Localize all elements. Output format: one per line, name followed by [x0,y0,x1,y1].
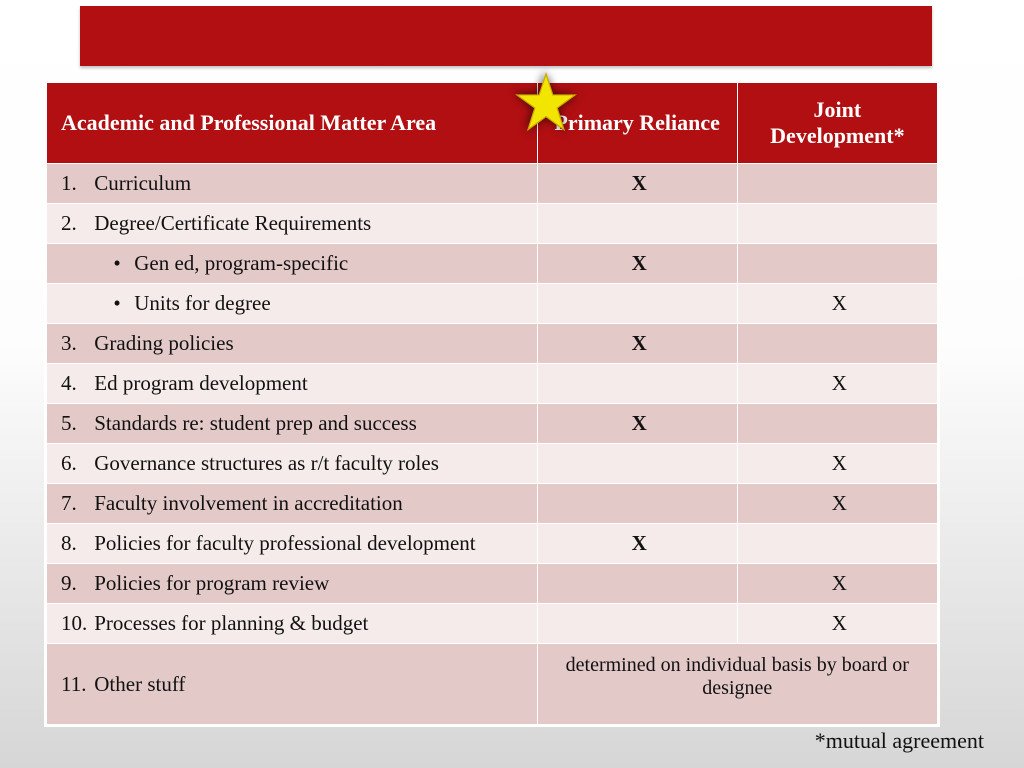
table-row: 8. Policies for faculty professional dev… [47,524,938,564]
cell-primary [537,564,737,604]
table-row: • Units for degree X [47,284,938,324]
cell-primary [537,444,737,484]
cell-area: 1. Curriculum [47,164,538,204]
cell-primary: X [537,324,737,364]
cell-area: • Gen ed, program-specific [47,244,538,284]
cell-area: 5. Standards re: student prep and succes… [47,404,538,444]
table-row: 6. Governance structures as r/t faculty … [47,444,938,484]
cell-joint: X [737,284,937,324]
cell-primary [537,204,737,244]
table-row: 1. CurriculumX [47,164,938,204]
cell-joint [737,164,937,204]
cell-joint: X [737,444,937,484]
cell-primary [537,604,737,644]
header-area: Academic and Professional Matter Area [47,83,538,164]
cell-area: 10. Processes for planning & budget [47,604,538,644]
cell-primary [537,364,737,404]
cell-primary: X [537,244,737,284]
cell-joint [737,204,937,244]
cell-area: • Units for degree [47,284,538,324]
cell-area: 7. Faculty involvement in accreditation [47,484,538,524]
cell-area: 9. Policies for program review [47,564,538,604]
table-row: 3. Grading policiesX [47,324,938,364]
cell-primary: X [537,164,737,204]
table-row: 7. Faculty involvement in accreditation X [47,484,938,524]
cell-joint: X [737,564,937,604]
title-bar [80,6,932,66]
cell-primary [537,284,737,324]
table-body: 1. CurriculumX2. Degree/Certificate Requ… [47,164,938,725]
cell-joint [737,524,937,564]
cell-area: 3. Grading policies [47,324,538,364]
table-row: 10. Processes for planning & budget X [47,604,938,644]
cell-area: 11. Other stuff [47,644,538,725]
cell-joint [737,324,937,364]
cell-joint [737,244,937,284]
cell-primary: X [537,404,737,444]
table-header-row: Academic and Professional Matter Area Pr… [47,83,938,164]
cell-joint: X [737,484,937,524]
table-row: 5. Standards re: student prep and succes… [47,404,938,444]
cell-area: 6. Governance structures as r/t faculty … [47,444,538,484]
cell-merged-note: determined on individual basis by board … [537,644,937,725]
header-primary: Primary Reliance [537,83,737,164]
cell-area: 2. Degree/Certificate Requirements [47,204,538,244]
table-row: 4. Ed program development X [47,364,938,404]
cell-joint [737,404,937,444]
cell-area: 8. Policies for faculty professional dev… [47,524,538,564]
cell-joint: X [737,604,937,644]
cell-primary: X [537,524,737,564]
table-row: • Gen ed, program-specificX [47,244,938,284]
cell-joint: X [737,364,937,404]
matters-table: Academic and Professional Matter Area Pr… [46,82,938,725]
cell-primary [537,484,737,524]
footnote: *mutual agreement [815,728,984,754]
matters-table-container: Academic and Professional Matter Area Pr… [44,80,940,727]
header-joint: Joint Development* [737,83,937,164]
cell-area: 4. Ed program development [47,364,538,404]
table-row: 11. Other stuffdetermined on individual … [47,644,938,725]
table-row: 2. Degree/Certificate Requirements [47,204,938,244]
table-row: 9. Policies for program review X [47,564,938,604]
